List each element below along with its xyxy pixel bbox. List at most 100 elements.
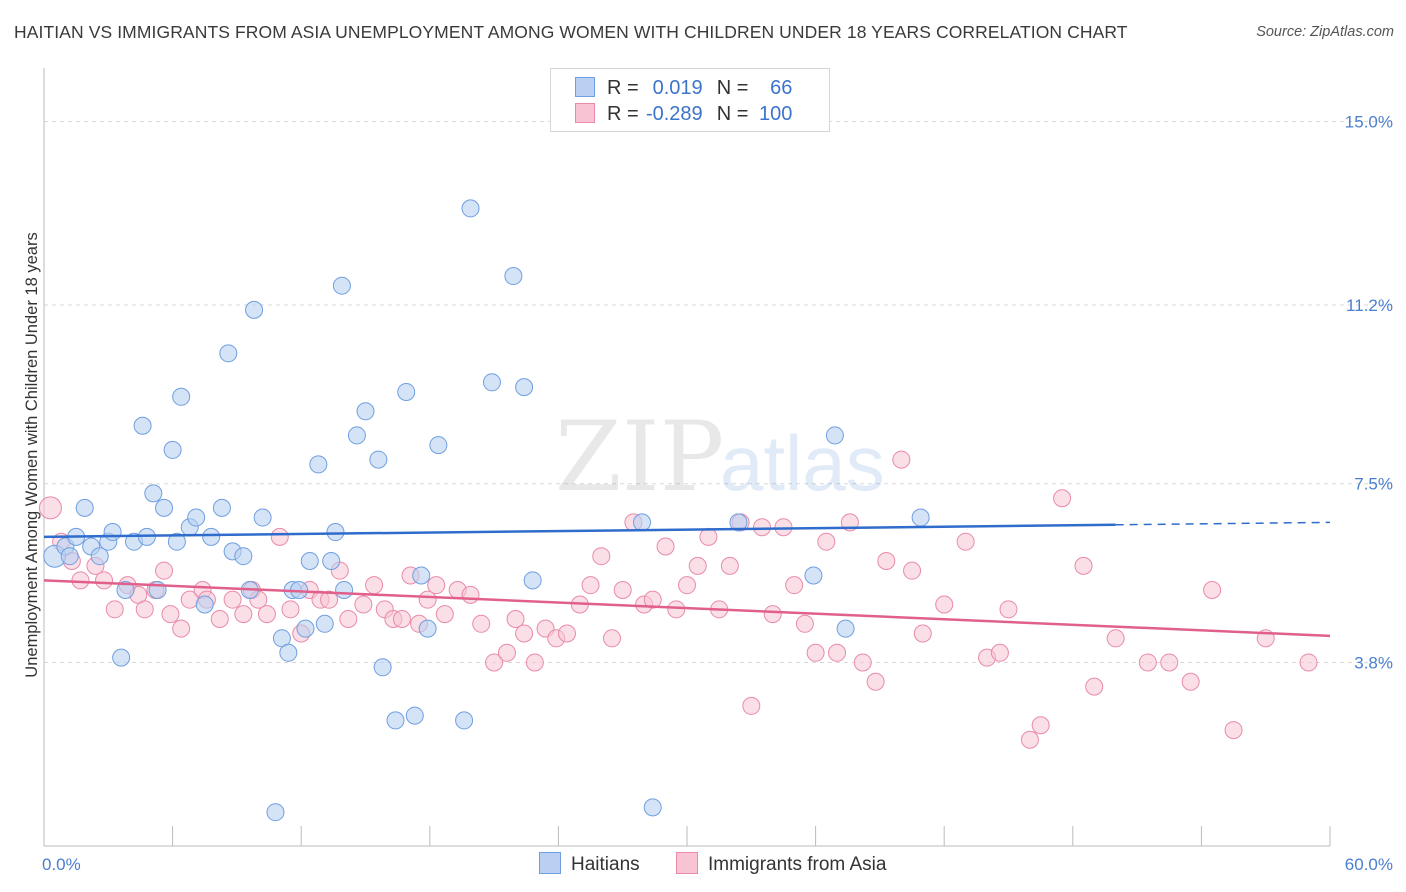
point-asia (678, 576, 696, 595)
x-tick-label-max: 60.0% (1345, 855, 1393, 874)
point-asia (774, 518, 793, 537)
point-asia (427, 576, 446, 595)
point-haitians (300, 552, 319, 571)
point-haitians (253, 508, 272, 527)
point-haitians (373, 658, 392, 677)
point-haitians (219, 344, 238, 363)
point-asia (828, 643, 847, 662)
point-haitians (455, 711, 474, 730)
point-haitians (103, 523, 122, 542)
point-asia (135, 600, 154, 619)
point-asia (105, 600, 124, 619)
point-asia (461, 585, 480, 604)
point-asia (866, 672, 885, 691)
point-asia (38, 496, 62, 520)
point-asia (602, 629, 621, 648)
trend-lines (43, 521, 1331, 638)
point-asia (392, 609, 411, 628)
point-asia (892, 450, 911, 469)
point-asia (281, 600, 300, 619)
point-haitians (167, 532, 186, 551)
point-haitians (155, 498, 174, 517)
point-haitians (347, 426, 366, 445)
point-asia (1299, 653, 1318, 672)
y-tick-label: 3.8% (1354, 653, 1393, 672)
point-haitians (172, 387, 191, 406)
point-haitians (212, 498, 231, 517)
point-haitians (90, 547, 109, 566)
point-haitians (202, 527, 221, 546)
point-haitians (187, 508, 206, 527)
point-asia (557, 624, 576, 643)
legend-row-haitians: R = 0.019 N = 66 (575, 77, 792, 99)
point-asia (365, 576, 384, 595)
point-haitians (515, 378, 534, 397)
series-asia-points (38, 450, 1318, 749)
point-asia (877, 552, 896, 571)
point-asia (935, 595, 954, 614)
point-asia (418, 590, 437, 609)
point-asia (354, 595, 373, 614)
point-haitians (405, 706, 424, 725)
point-asia (956, 532, 975, 551)
axes (43, 68, 1331, 847)
point-haitians (412, 566, 431, 585)
legend-r-label: R = (607, 77, 639, 99)
point-haitians (266, 803, 285, 822)
point-haitians (163, 440, 182, 459)
point-asia (667, 600, 686, 619)
watermark: ZIP atlas (555, 401, 885, 513)
point-asia (472, 614, 491, 633)
point-asia (913, 624, 932, 643)
point-asia (1138, 653, 1157, 672)
point-haitians (397, 382, 416, 401)
trend-line-haitians (43, 523, 1116, 539)
bottom-legend-label-haitians: Haitians (571, 854, 640, 875)
point-asia (1020, 730, 1039, 749)
point-asia (95, 571, 114, 590)
point-asia (435, 605, 454, 624)
point-haitians (504, 267, 523, 286)
point-asia (817, 532, 836, 551)
point-asia (763, 605, 782, 624)
point-asia (1031, 716, 1050, 735)
point-haitians (75, 498, 94, 517)
x-tick-labels: 0.0% 60.0% (42, 855, 1393, 874)
point-asia (485, 653, 504, 672)
point-haitians (309, 455, 328, 474)
legend-n-value: 100 (759, 103, 793, 125)
point-asia (853, 653, 872, 672)
point-haitians (234, 547, 253, 566)
bottom-legend-asia[interactable]: Immigrants from Asia (676, 852, 886, 876)
point-haitians (144, 484, 163, 503)
x-tick-label-min: 0.0% (42, 855, 81, 874)
chart-title: HAITIAN VS IMMIGRANTS FROM ASIA UNEMPLOY… (14, 22, 1128, 42)
point-haitians (911, 508, 930, 527)
point-asia (1106, 629, 1125, 648)
point-haitians (133, 416, 152, 435)
point-haitians (643, 798, 662, 817)
point-asia (785, 576, 804, 595)
point-asia (613, 581, 632, 599)
point-haitians (429, 436, 448, 455)
point-asia (497, 643, 516, 662)
point-asia (656, 537, 675, 556)
point-asia (753, 518, 772, 537)
legend-n-value: 66 (770, 77, 793, 99)
point-asia (1074, 556, 1093, 575)
point-haitians (804, 566, 823, 585)
point-asia (1085, 677, 1104, 696)
point-asia (806, 643, 825, 662)
point-asia (795, 614, 814, 633)
point-haitians (112, 648, 131, 667)
bottom-legend-haitians[interactable]: Haitians (539, 852, 640, 876)
point-haitians (825, 426, 844, 445)
legend-row-asia: R = -0.289 N = 100 (575, 103, 792, 125)
y-axis-label: Unemployment Among Women with Children U… (23, 232, 41, 677)
point-asia (1160, 653, 1179, 672)
point-asia (210, 609, 229, 628)
point-haitians (326, 523, 345, 542)
point-asia (234, 605, 253, 624)
point-asia (688, 556, 707, 575)
point-haitians (482, 373, 501, 392)
